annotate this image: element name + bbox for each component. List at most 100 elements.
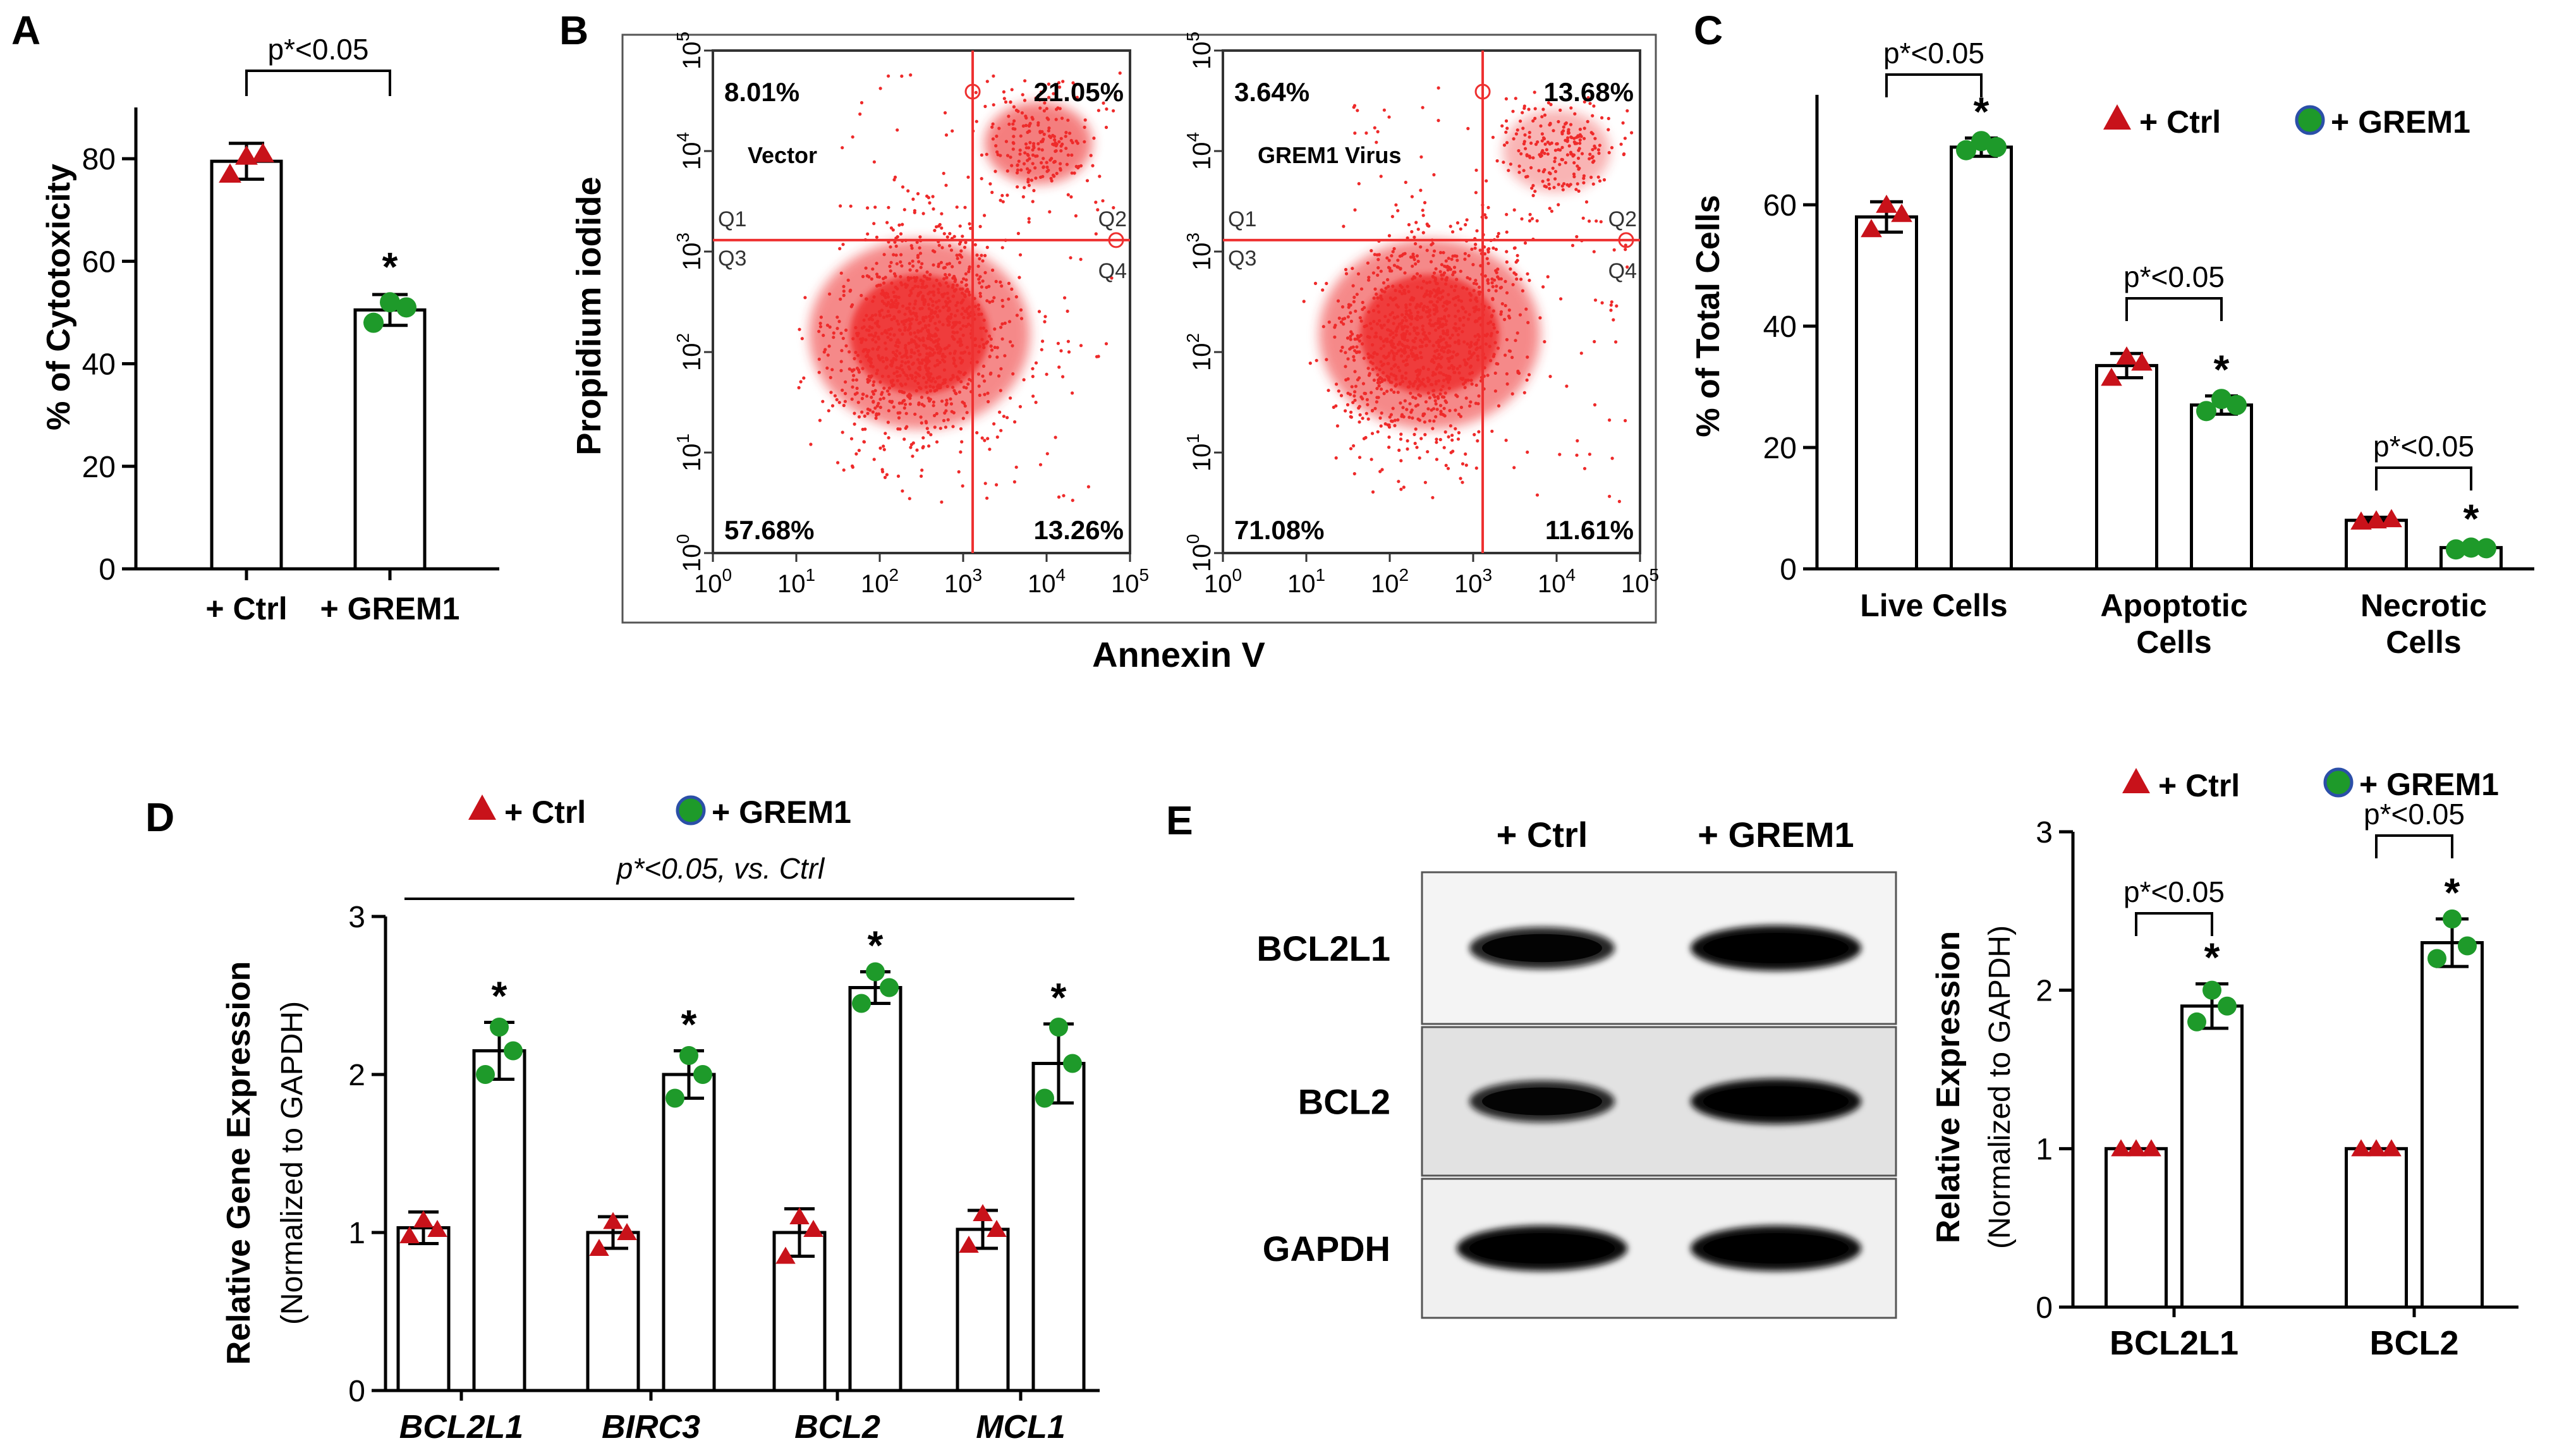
flow-event-dot xyxy=(1550,141,1553,145)
flow-event-dot xyxy=(1444,277,1448,282)
flow-event-dot xyxy=(999,367,1003,371)
flow-event-dot xyxy=(940,500,944,504)
flow-event-dot xyxy=(899,260,902,264)
flow-event-dot xyxy=(1036,121,1040,125)
flow-event-dot xyxy=(1097,109,1100,113)
flow-event-dot xyxy=(1562,125,1565,129)
panel-e-ylabel2: (Normalized to GAPDH) xyxy=(1983,925,2017,1249)
flow-event-dot xyxy=(1118,71,1122,75)
flow-event-dot xyxy=(1056,341,1060,345)
flow-event-dot xyxy=(1397,349,1400,353)
panel-c-significance-label: p*<0.05 xyxy=(2373,430,2474,463)
flow-event-dot xyxy=(1059,349,1063,353)
flow-event-dot xyxy=(1351,401,1355,405)
flow-event-dot xyxy=(841,146,844,150)
flow-event-dot xyxy=(892,405,896,409)
flow-event-dot xyxy=(1000,284,1004,288)
flow-event-dot xyxy=(1517,164,1521,168)
flow-event-dot xyxy=(991,268,995,272)
flow-event-dot xyxy=(1533,90,1536,94)
flow-event-dot xyxy=(1382,371,1385,375)
flow-event-dot xyxy=(973,338,976,341)
flow-event-dot xyxy=(1419,245,1423,249)
flow-event-dot xyxy=(1593,298,1598,302)
flow-event-dot xyxy=(894,274,897,278)
flow-event-dot xyxy=(995,346,999,350)
flow-event-dot xyxy=(925,380,928,384)
flow-event-dot xyxy=(1004,140,1008,143)
flow-event-dot xyxy=(986,391,990,395)
flow-event-dot xyxy=(925,276,929,280)
flow-event-dot xyxy=(1379,269,1383,273)
flow-event-dot xyxy=(983,271,987,274)
flow-event-dot xyxy=(848,350,851,354)
flow-event-dot xyxy=(913,379,917,383)
flow-event-dot xyxy=(1321,288,1325,292)
flow-event-dot xyxy=(917,403,921,406)
flow-event-dot xyxy=(940,246,944,250)
flow-event-dot xyxy=(1609,303,1613,307)
panel-d-legend: + Ctrl + GREM1 xyxy=(468,794,851,830)
flow-event-dot xyxy=(973,305,977,308)
flow-event-dot xyxy=(929,347,933,351)
flow-event-dot xyxy=(1371,308,1376,313)
flow-event-dot xyxy=(1552,186,1556,190)
flow-event-dot xyxy=(985,245,989,249)
flow-event-dot xyxy=(1017,159,1021,163)
flow-y-tick-label: 103 xyxy=(1183,233,1216,271)
flow-event-dot xyxy=(858,112,862,116)
flow-event-dot xyxy=(892,317,896,320)
flow-event-dot xyxy=(1538,316,1542,320)
flow-event-dot xyxy=(798,327,801,331)
flow-event-dot xyxy=(932,386,935,389)
flow-event-dot xyxy=(997,374,1001,378)
flow-event-dot xyxy=(966,382,970,386)
flow-event-dot xyxy=(1459,405,1463,410)
quadrant-percent-q4: 11.61% xyxy=(1545,515,1634,545)
flow-event-dot xyxy=(897,295,901,299)
flow-event-dot xyxy=(953,350,957,353)
significance-star: * xyxy=(681,1002,697,1047)
flow-event-dot xyxy=(897,416,901,420)
flow-event-dot xyxy=(946,418,950,422)
flow-event-dot xyxy=(1409,311,1413,315)
flow-event-dot xyxy=(1382,339,1385,343)
flow-event-dot xyxy=(908,262,911,265)
flow-event-dot xyxy=(1066,339,1070,343)
flow-event-dot xyxy=(1430,358,1435,362)
flow-event-dot xyxy=(1396,365,1400,369)
panel-e-letter: E xyxy=(1166,798,1193,843)
flow-event-dot xyxy=(1387,376,1390,380)
flow-event-dot xyxy=(1399,459,1403,463)
quadrant-label-q4: Q4 xyxy=(1098,259,1127,283)
flow-event-dot xyxy=(1353,338,1357,341)
flow-event-dot xyxy=(1621,121,1625,125)
flow-event-dot xyxy=(944,409,948,413)
flow-event-dot xyxy=(1465,218,1469,222)
flow-event-dot xyxy=(961,324,965,328)
flow-event-dot xyxy=(908,319,912,322)
gate-handle-right xyxy=(1108,232,1124,248)
flow-event-dot xyxy=(1577,189,1581,193)
data-point-ctrl xyxy=(789,1207,810,1224)
flow-event-dot xyxy=(963,245,967,249)
flow-event-dot xyxy=(857,370,861,374)
flow-event-dot xyxy=(864,266,868,270)
flow-event-dot xyxy=(944,300,948,303)
flow-event-dot xyxy=(1598,179,1602,183)
flow-event-dot xyxy=(885,314,889,318)
flow-event-dot xyxy=(1526,450,1529,454)
flow-event-dot xyxy=(952,389,956,393)
flow-event-dot xyxy=(925,270,929,274)
flow-event-dot xyxy=(963,404,967,408)
flow-event-dot xyxy=(1558,108,1562,112)
flow-event-dot xyxy=(946,296,950,300)
flow-x-tick-label: 104 xyxy=(1538,565,1576,598)
flow-event-dot xyxy=(1337,389,1340,393)
flow-event-dot xyxy=(1487,306,1491,310)
flow-event-dot xyxy=(1403,291,1407,295)
flow-event-dot xyxy=(1302,300,1306,303)
flow-event-dot xyxy=(863,427,867,431)
